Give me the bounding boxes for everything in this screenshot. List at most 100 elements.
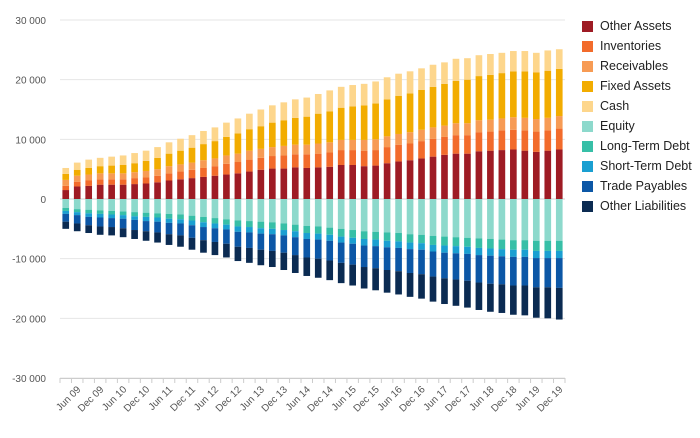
y-axis: 30 000 20 000 10 000 0 -10 000 -20 000 -30 000 — [12, 16, 46, 385]
bar-segment — [372, 139, 379, 151]
bar-segment — [532, 131, 540, 152]
legend-item[interactable]: Long-Term Debt — [582, 136, 692, 156]
bar-segment — [372, 239, 379, 247]
bar-segment — [62, 179, 70, 186]
bar-segment — [62, 190, 70, 199]
bar-segment — [532, 287, 540, 318]
bar-segment — [441, 278, 448, 305]
bar-segment — [246, 113, 253, 130]
bar-segment — [314, 258, 322, 278]
bar-segment — [73, 212, 81, 216]
bar-segment — [246, 221, 253, 228]
legend-item[interactable]: Inventories — [582, 36, 692, 56]
bar-segment — [154, 169, 161, 176]
bar-segment — [73, 186, 81, 199]
bar-segment — [498, 256, 506, 285]
bar-segment — [395, 247, 402, 272]
bar-segment — [234, 162, 242, 174]
bar-segment — [314, 239, 322, 259]
legend-swatch — [582, 180, 593, 192]
bar-segment — [85, 225, 93, 234]
y-tick-label: -20 000 — [12, 314, 46, 325]
bar-segment — [142, 212, 150, 217]
bar-segment — [211, 223, 219, 229]
bar-segment — [532, 199, 540, 241]
bar-segment — [349, 139, 356, 151]
bar-segment — [200, 130, 207, 145]
bar-segment — [429, 64, 437, 87]
bar-segment — [73, 209, 81, 213]
bar-segment — [406, 143, 414, 161]
bar-segment — [326, 111, 334, 143]
bar-segment — [395, 144, 402, 162]
bar-segment — [337, 139, 345, 151]
bar-segment — [108, 227, 115, 236]
legend-item[interactable]: Short-Term Debt — [582, 156, 692, 176]
bar-segment — [234, 226, 242, 232]
bar-segment — [441, 62, 448, 84]
bar-segment — [108, 179, 115, 185]
bar-segment — [510, 199, 517, 241]
bar-segment — [303, 154, 311, 168]
bar-segment — [395, 95, 402, 134]
bar-segment — [108, 184, 115, 199]
bar-segment — [349, 237, 356, 244]
bar-segment — [131, 216, 138, 220]
bar-segment — [73, 199, 81, 210]
legend-label: Receivables — [600, 59, 669, 73]
bar-segment — [85, 209, 93, 214]
bar-segment — [211, 158, 219, 167]
bar-segment — [360, 105, 368, 140]
bar-segment — [337, 242, 345, 263]
x-tick-label: Dec 14 — [306, 384, 336, 414]
legend-item[interactable]: Cash — [582, 96, 692, 116]
legend-item[interactable]: Receivables — [582, 56, 692, 76]
bar-segment — [200, 227, 207, 241]
bar-segment — [73, 162, 81, 170]
bar-segment — [418, 141, 425, 159]
bar-segment — [487, 199, 494, 239]
legend-item[interactable]: Other Liabilities — [582, 196, 692, 216]
bar-segment — [475, 282, 483, 310]
bar-segment — [96, 173, 104, 180]
y-tick-label: 0 — [40, 195, 46, 206]
bar-segment — [464, 199, 471, 238]
legend-item[interactable]: Equity — [582, 116, 692, 136]
bar-segment — [257, 228, 265, 234]
bar-segment — [475, 238, 483, 248]
bar-segment — [131, 178, 138, 185]
bar-segment — [510, 71, 517, 118]
bar-segment — [269, 250, 276, 268]
bar-segment — [62, 213, 70, 222]
legend-label: Trade Payables — [600, 179, 688, 193]
bar-segment — [314, 143, 322, 154]
bar-segment — [188, 135, 196, 148]
bar-segment — [383, 232, 391, 241]
bar-segment — [372, 81, 379, 104]
bar-segment — [62, 185, 70, 191]
bar-segment — [188, 178, 196, 199]
bar-segment — [165, 166, 173, 174]
y-tick-label: 10 000 — [15, 135, 46, 146]
bar-segment — [510, 256, 517, 286]
bar-segment — [223, 155, 230, 164]
bar-segment — [532, 258, 540, 288]
bar-segment — [441, 252, 448, 279]
legend-item[interactable]: Trade Payables — [582, 176, 692, 196]
bar-segment — [383, 136, 391, 148]
bar-segment — [62, 221, 70, 229]
bar-segment — [429, 127, 437, 139]
bar-segment — [406, 160, 414, 199]
legend-item[interactable]: Fixed Assets — [582, 76, 692, 96]
bar-segment — [85, 180, 93, 186]
bar-segment — [257, 233, 265, 250]
bar-segment — [223, 224, 230, 230]
bar-segment — [521, 130, 529, 151]
bar-segment — [119, 173, 127, 180]
bar-segment — [223, 136, 230, 156]
bar-segment — [360, 199, 368, 232]
bar-segment — [532, 119, 540, 132]
x-tick-label: Dec 10 — [122, 384, 152, 414]
legend-item[interactable]: Other Assets — [582, 16, 692, 36]
